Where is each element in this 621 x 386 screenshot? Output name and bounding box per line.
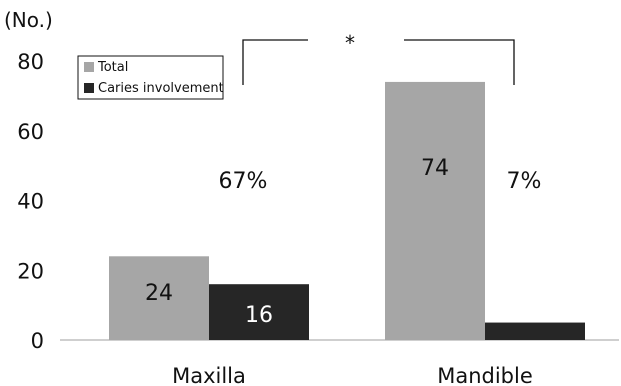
- category-labels: Maxilla Mandible: [172, 364, 533, 386]
- y-tick-label-20: 20: [17, 259, 44, 283]
- y-tick-label-0: 0: [31, 329, 44, 353]
- legend: Total Caries involvement: [77, 55, 224, 100]
- legend-swatch-caries-involvement: [84, 83, 94, 93]
- legend-label-caries-involvement: Caries involvement: [98, 81, 224, 96]
- data-label-caries-involvement-maxilla: 16: [245, 303, 273, 328]
- category-label-mandible: Mandible: [437, 364, 533, 386]
- bar-caries-involvement-maxilla: [209, 284, 309, 340]
- bar-total-maxilla: [109, 256, 209, 340]
- data-label-total-maxilla: 24: [145, 281, 173, 306]
- significance-star: *: [345, 31, 355, 55]
- y-tick-label-80: 80: [17, 50, 44, 74]
- significance-bracket: [242, 39, 515, 85]
- y-axis-unit: (No.): [4, 8, 53, 32]
- bars-group: 24 74 16 5: [109, 81, 585, 341]
- data-label-total-mandible: 74: [421, 156, 449, 181]
- y-axis-ticks: 0 20 40 60 80: [17, 50, 44, 353]
- legend-label-total: Total: [97, 60, 128, 75]
- y-tick-label-60: 60: [17, 120, 44, 144]
- legend-frame: [77, 55, 224, 100]
- legend-swatch-total: [84, 62, 94, 72]
- percent-annotations: 67% 7%: [219, 169, 542, 194]
- percent-annotation-maxilla: 67%: [219, 169, 268, 194]
- percent-annotation-mandible: 7%: [507, 169, 542, 194]
- bar-total-mandible: [385, 81, 485, 341]
- category-label-maxilla: Maxilla: [172, 364, 246, 386]
- bar-caries-involvement-mandible: [485, 322, 585, 340]
- data-label-caries-involvement-mandible: 5: [528, 296, 542, 321]
- y-tick-label-40: 40: [17, 190, 44, 214]
